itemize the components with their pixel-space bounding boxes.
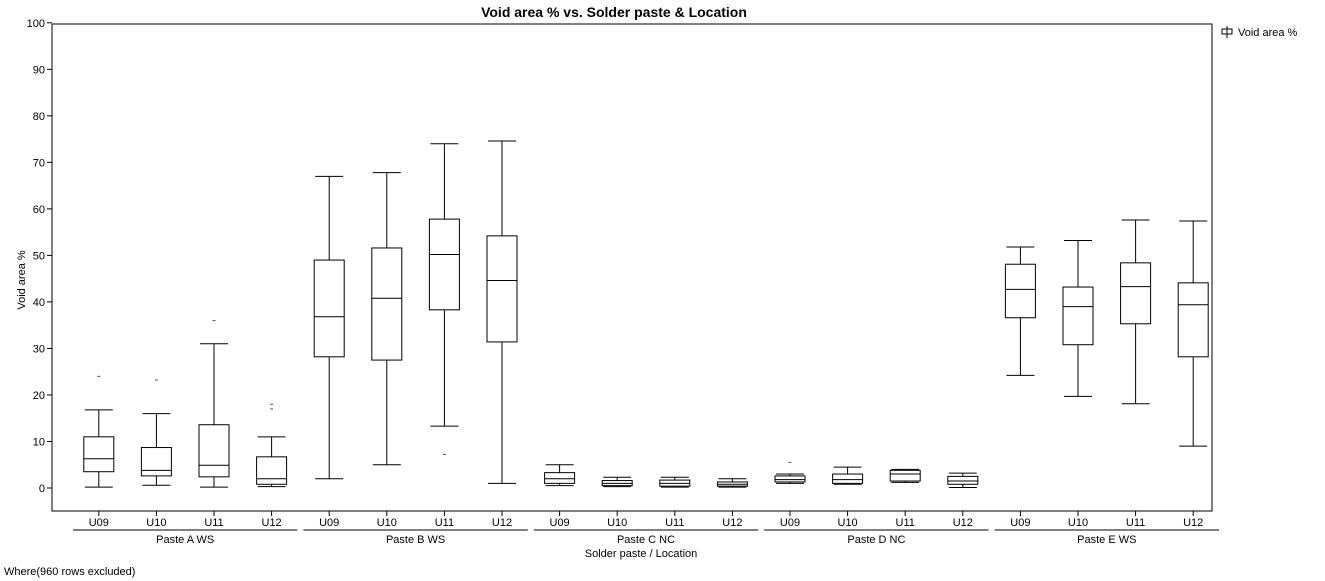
x-axis: U09 U10 U11 U12 Paste A WS U09 U10 U11 U12 Paste …	[73, 511, 1219, 546]
box-iqr	[140, 447, 172, 477]
box-iqr	[1004, 263, 1036, 319]
box-iqr	[486, 235, 518, 343]
x-tick-label: U12	[953, 517, 973, 529]
box-paste-b-ws-u11	[428, 143, 460, 456]
box-paste-d-nc-u11	[889, 468, 921, 483]
y-axis: 0 10 20 30 40 50 60 70 80 90 100	[27, 18, 52, 495]
box-paste-c-nc-u10	[601, 476, 633, 488]
x-tick-label: U10	[838, 517, 858, 529]
y-tick-label: 50	[33, 250, 45, 262]
x-tick-label: U10	[377, 517, 397, 529]
group-label: Paste E WS	[1077, 534, 1136, 546]
box-paste-d-nc-u12	[947, 472, 979, 489]
x-tick-label: U10	[607, 517, 627, 529]
y-tick-label: 10	[33, 436, 45, 448]
y-tick-label: 100	[27, 18, 45, 30]
y-tick-label: 80	[33, 111, 45, 123]
box-iqr	[544, 472, 576, 484]
group-label: Paste B WS	[386, 534, 445, 546]
group-label: Paste C NC	[617, 534, 675, 546]
y-tick-label: 20	[33, 390, 45, 402]
group-label: Paste A WS	[156, 534, 214, 546]
legend-entry: Void area %	[1238, 27, 1298, 39]
legend: Void area %	[1221, 26, 1298, 39]
plot-frame	[51, 23, 1213, 512]
y-tick-label: 70	[33, 157, 45, 169]
box-iqr	[1120, 262, 1152, 325]
box-paste-c-nc-u12	[716, 478, 748, 488]
x-tick-label: U09	[780, 517, 800, 529]
box-paste-e-ws-u12	[1177, 220, 1209, 447]
box-iqr	[313, 259, 345, 358]
x-tick-label: U11	[204, 517, 223, 529]
x-tick-label: U10	[146, 517, 166, 529]
y-tick-label: 90	[33, 64, 45, 76]
y-axis-label: Void area %	[16, 250, 28, 310]
box-paste-a-ws-u10	[140, 379, 172, 486]
chart-title: Void area % vs. Solder paste & Location	[481, 4, 747, 20]
x-tick-label: U12	[262, 517, 282, 529]
box-paste-e-ws-u10	[1062, 240, 1094, 397]
box-paste-e-ws-u11	[1120, 219, 1152, 405]
box-paste-c-nc-u11	[659, 476, 691, 488]
box-paste-b-ws-u12	[486, 140, 518, 484]
box-iqr	[198, 424, 230, 478]
box-paste-d-nc-u10	[832, 466, 864, 485]
box-iqr	[428, 218, 460, 311]
box-paste-c-nc-u09	[544, 464, 576, 487]
box-paste-a-ws-u09	[83, 375, 115, 488]
box-paste-a-ws-u11	[198, 320, 230, 488]
x-tick-label: U09	[550, 517, 570, 529]
box-iqr	[832, 473, 864, 484]
x-tick-label: U11	[435, 517, 454, 529]
legend-box-icon	[1221, 26, 1233, 38]
box-paste-b-ws-u10	[371, 172, 403, 466]
box-iqr	[1177, 282, 1209, 358]
x-tick-label: U09	[89, 517, 109, 529]
x-tick-label: U09	[1010, 517, 1030, 529]
footnote: Where(960 rows excluded)	[4, 566, 136, 578]
x-tick-label: U09	[319, 517, 339, 529]
box-iqr	[774, 475, 806, 483]
box-iqr	[947, 475, 979, 485]
box-paste-b-ws-u09	[313, 175, 345, 480]
x-tick-label: U10	[1068, 517, 1088, 529]
x-axis-label: Solder paste / Location	[585, 548, 698, 560]
x-tick-label: U11	[665, 517, 684, 529]
box-paste-a-ws-u12	[256, 403, 288, 488]
x-tick-label: U12	[1183, 517, 1203, 529]
box-iqr	[83, 436, 115, 473]
y-tick-label: 40	[33, 297, 45, 309]
box-paste-d-nc-u09	[774, 461, 806, 484]
x-tick-label: U12	[492, 517, 512, 529]
x-tick-label: U11	[896, 517, 915, 529]
group-label: Paste D NC	[847, 534, 905, 546]
x-tick-label: U12	[722, 517, 742, 529]
box-paste-e-ws-u09	[1004, 246, 1036, 376]
y-tick-label: 0	[39, 483, 45, 495]
x-tick-label: U11	[1126, 517, 1145, 529]
box-iqr	[256, 456, 288, 485]
box-iqr	[889, 469, 921, 482]
box-series	[83, 140, 1209, 489]
box-iqr	[1062, 286, 1094, 346]
y-tick-label: 60	[33, 204, 45, 216]
box-iqr	[371, 247, 403, 361]
y-tick-label: 30	[33, 343, 45, 355]
